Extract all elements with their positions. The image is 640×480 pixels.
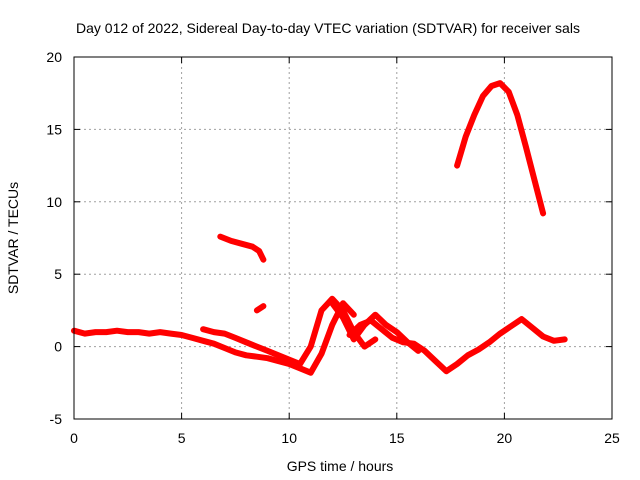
- plot-frame: [73, 56, 613, 420]
- x-tick-label: 15: [389, 430, 405, 446]
- series-track-e: [217, 233, 267, 263]
- series-track-g: [454, 80, 547, 217]
- series-track-f: [253, 303, 267, 314]
- y-tick-label: -5: [50, 411, 63, 427]
- axis-ticks: 0 5 10 15 20 25 -5 0 5 10 15 20: [46, 49, 620, 446]
- y-tick-label: 15: [46, 121, 62, 137]
- data-series-group: [71, 80, 568, 376]
- y-tick-label: 5: [54, 266, 62, 282]
- x-tick-label: 20: [497, 430, 513, 446]
- series-track-c: [329, 300, 422, 354]
- x-tick-label: 5: [178, 430, 186, 446]
- x-axis-label: GPS time / hours: [287, 458, 394, 474]
- y-tick-label: 10: [46, 194, 62, 210]
- x-tick-label: 0: [70, 430, 78, 446]
- series-track-d: [346, 316, 568, 375]
- grid-lines: [74, 57, 612, 419]
- x-tick-label: 10: [281, 430, 297, 446]
- chart-title: Day 012 of 2022, Sidereal Day-to-day VTE…: [76, 20, 580, 36]
- series-track-b: [200, 295, 379, 367]
- y-tick-label: 20: [46, 49, 62, 65]
- y-axis-label: SDTVAR / TECUs: [5, 182, 21, 294]
- y-tick-label: 0: [54, 339, 62, 355]
- x-tick-label: 25: [604, 430, 620, 446]
- series-track-a: [71, 300, 357, 376]
